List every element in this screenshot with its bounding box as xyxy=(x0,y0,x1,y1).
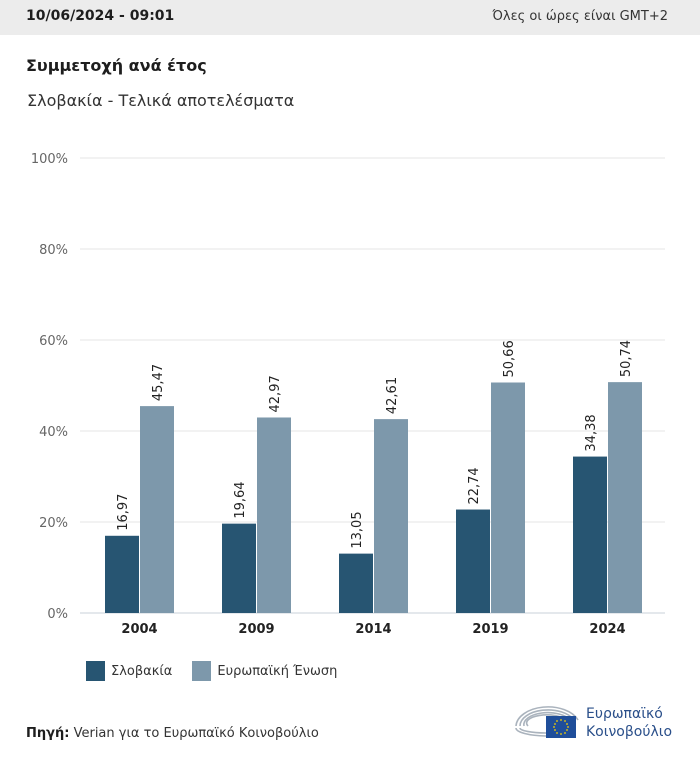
y-tick-label: 80% xyxy=(39,243,68,258)
data-label: 42,61 xyxy=(385,377,400,414)
legend-label-eu: Ευρωπαϊκή Ένωση xyxy=(217,663,338,679)
y-tick-label: 60% xyxy=(39,334,68,349)
legend-item-eu[interactable]: Ευρωπαϊκή Ένωση xyxy=(192,661,337,681)
legend-swatch-slovakia xyxy=(86,661,105,681)
bar-slovakia-2024 xyxy=(573,456,607,613)
bar-eu-2009 xyxy=(257,417,291,613)
data-label: 42,97 xyxy=(268,375,283,412)
bar-eu-2004 xyxy=(140,406,174,613)
data-label: 45,47 xyxy=(151,364,166,401)
y-tick-label: 20% xyxy=(39,516,68,531)
data-label: 22,74 xyxy=(467,467,482,504)
data-label: 19,64 xyxy=(233,481,248,518)
source-label: Πηγή: xyxy=(26,726,70,741)
x-tick-label: 2009 xyxy=(238,622,274,637)
datetime: 10/06/2024 - 09:01 xyxy=(26,8,175,24)
chart-subtitle: Σλοβακία - Τελικά αποτελέσματα xyxy=(27,91,295,110)
bar-slovakia-2014 xyxy=(339,553,373,613)
source-text: Verian για το Ευρωπαϊκό Κοινοβούλιο xyxy=(73,726,319,741)
bar-eu-2024 xyxy=(608,382,642,613)
bar-chart: 0% 20% 40% 60% 80% 100% 16,97 45,47 2004 19,64 42,… xyxy=(31,152,665,637)
y-tick-label: 0% xyxy=(47,607,68,622)
data-label: 16,97 xyxy=(116,494,131,531)
x-tick-label: 2014 xyxy=(355,622,391,637)
x-tick-label: 2019 xyxy=(472,622,508,637)
bar-eu-2014 xyxy=(374,419,408,613)
legend-item-slovakia[interactable]: Σλοβακία xyxy=(86,661,172,681)
legend-swatch-eu xyxy=(192,661,212,681)
data-label: 50,74 xyxy=(619,340,634,377)
parliament-hemicycle-icon xyxy=(515,706,579,738)
bar-eu-2019 xyxy=(491,382,525,613)
top-bar: 10/06/2024 - 09:01 Όλες οι ώρες είναι GM… xyxy=(0,0,700,35)
x-tick-label: 2004 xyxy=(121,622,157,637)
data-label: 50,66 xyxy=(502,340,517,377)
source-note: Πηγή: Verian για το Ευρωπαϊκό Κοινοβούλι… xyxy=(26,726,319,741)
data-label: 34,38 xyxy=(584,414,599,451)
legend-label-slovakia: Σλοβακία xyxy=(111,663,173,679)
bar-slovakia-2009 xyxy=(222,523,256,613)
y-tick-label: 100% xyxy=(31,152,68,167)
legend: Σλοβακία Ευρωπαϊκή Ένωση xyxy=(86,661,357,681)
bar-slovakia-2004 xyxy=(105,535,139,613)
x-tick-label: 2024 xyxy=(589,622,625,637)
bar-slovakia-2019 xyxy=(456,509,490,613)
logo-text: Ευρωπαϊκό Κοινοβούλιο xyxy=(586,706,673,740)
chart-title: Συμμετοχή ανά έτος xyxy=(26,56,207,75)
european-parliament-logo[interactable]: Ευρωπαϊκό Κοινοβούλιο xyxy=(512,700,682,745)
data-label: 13,05 xyxy=(350,511,365,548)
y-tick-label: 40% xyxy=(39,425,68,440)
timezone-note: Όλες οι ώρες είναι GMT+2 xyxy=(492,9,668,24)
eu-flag-icon xyxy=(546,716,576,738)
